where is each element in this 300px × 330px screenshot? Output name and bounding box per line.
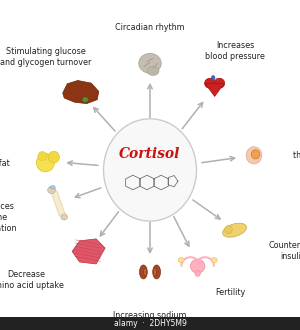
Polygon shape <box>63 81 99 104</box>
Ellipse shape <box>50 186 55 189</box>
Ellipse shape <box>190 259 205 273</box>
Ellipse shape <box>153 265 160 279</box>
Ellipse shape <box>195 271 200 277</box>
Ellipse shape <box>223 223 247 237</box>
Text: alamy  ·  2DHY5M9: alamy · 2DHY5M9 <box>114 319 186 328</box>
Text: Cortisol: Cortisol <box>119 147 181 161</box>
Ellipse shape <box>147 66 159 76</box>
Text: Decrease
amino acid uptake: Decrease amino acid uptake <box>0 270 64 290</box>
Polygon shape <box>205 83 224 96</box>
Text: Suppress
the immune system: Suppress the immune system <box>292 140 300 160</box>
Text: Counteracts
insulin: Counteracts insulin <box>268 241 300 261</box>
Ellipse shape <box>48 186 56 194</box>
Text: Circadian rhythm: Circadian rhythm <box>115 23 185 32</box>
Text: Reduces
bone
formation: Reduces bone formation <box>0 202 17 233</box>
Ellipse shape <box>225 225 232 234</box>
Ellipse shape <box>153 268 156 276</box>
Text: Increasing sodium
and water retention: Increasing sodium and water retention <box>110 311 190 330</box>
Ellipse shape <box>139 53 161 73</box>
Polygon shape <box>72 239 105 264</box>
Ellipse shape <box>82 97 88 102</box>
Bar <box>0 317 300 330</box>
Ellipse shape <box>48 151 59 163</box>
Ellipse shape <box>38 151 47 161</box>
Text: Aid in the
metabolism of fat: Aid in the metabolism of fat <box>0 148 10 168</box>
Ellipse shape <box>144 268 147 276</box>
Text: Increases
blood pressure: Increases blood pressure <box>205 41 265 61</box>
Ellipse shape <box>211 76 215 80</box>
Ellipse shape <box>246 147 262 164</box>
Circle shape <box>103 119 196 221</box>
Text: Stimulating glucose
and glycogen turnover: Stimulating glucose and glycogen turnove… <box>0 47 91 67</box>
Ellipse shape <box>61 214 68 220</box>
Ellipse shape <box>178 258 184 263</box>
Ellipse shape <box>140 265 147 279</box>
Ellipse shape <box>214 78 225 88</box>
Ellipse shape <box>205 78 215 88</box>
Ellipse shape <box>211 258 217 263</box>
Text: Fertility: Fertility <box>216 288 246 297</box>
Ellipse shape <box>216 78 219 82</box>
Ellipse shape <box>36 154 54 172</box>
Ellipse shape <box>251 150 260 159</box>
